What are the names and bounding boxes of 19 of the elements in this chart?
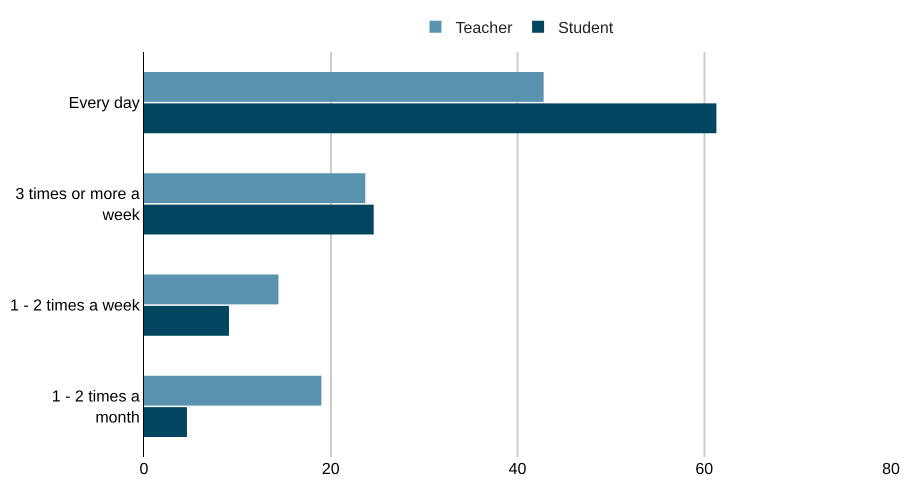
bar (144, 376, 322, 406)
y-tick-label: 1 - 2 times a month (52, 388, 140, 426)
bar (144, 274, 278, 304)
bar (144, 72, 544, 102)
y-tick-label: Every day (68, 95, 140, 112)
legend-label: Student (558, 20, 614, 38)
bar (144, 103, 716, 134)
bar (144, 204, 374, 234)
x-tick-label: 60 (695, 461, 714, 478)
x-tick-label: 20 (322, 461, 340, 478)
x-tick-label: 0 (140, 461, 149, 478)
bar (144, 306, 229, 336)
y-tick-label: 1 - 2 times a week (10, 298, 141, 315)
bar (144, 407, 187, 437)
y-tick-label: 3 times or more a week (15, 186, 141, 224)
x-tick-label: 80 (882, 461, 900, 478)
x-tick-label: 40 (508, 461, 526, 478)
legend-label: Teacher (456, 20, 514, 38)
bar (144, 173, 366, 204)
